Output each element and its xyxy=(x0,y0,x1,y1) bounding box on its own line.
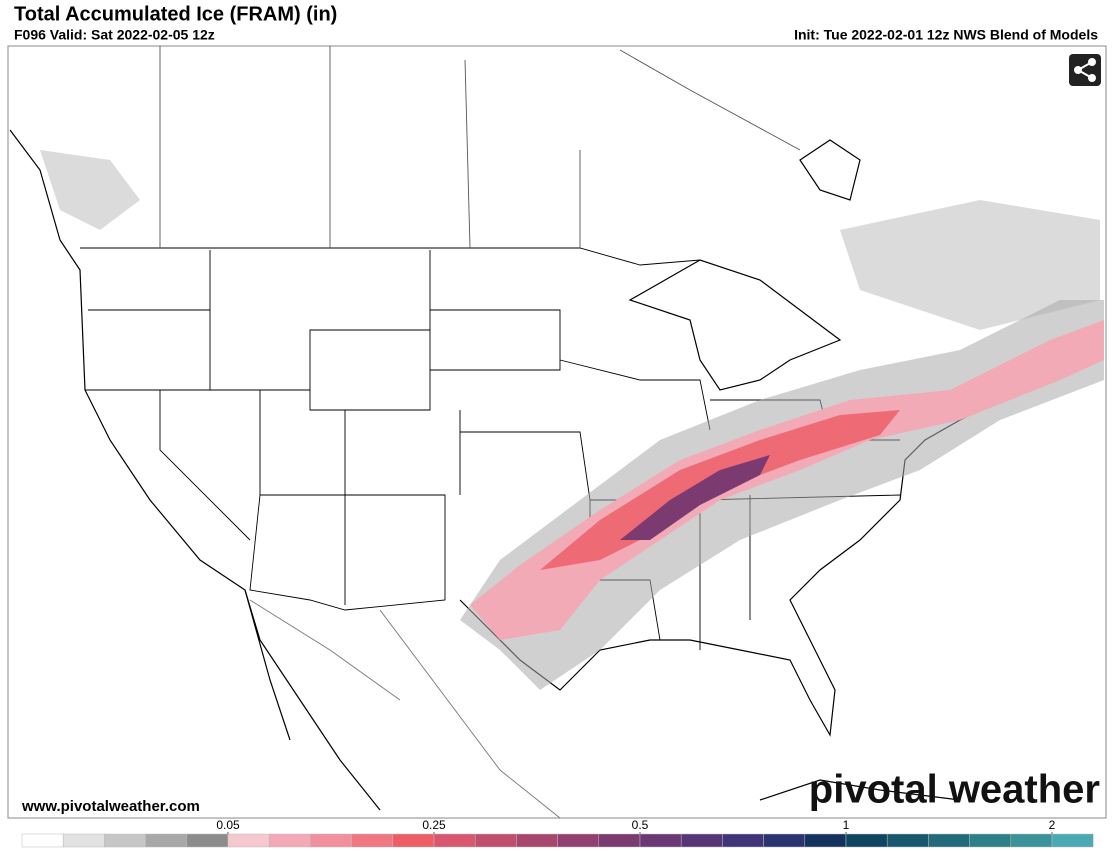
colorbar-swatch xyxy=(804,833,847,848)
share-button[interactable] xyxy=(1069,54,1101,86)
colorbar-swatch xyxy=(845,833,888,848)
colorbar-swatch xyxy=(516,833,558,848)
brand-watermark: pivotal weather xyxy=(809,768,1100,812)
valid-time: F096 Valid: Sat 2022-02-05 12z xyxy=(14,27,215,43)
colorbar-tick-label: 2 xyxy=(1049,818,1056,832)
colorbar-swatch xyxy=(186,833,229,848)
colorbar-swatch xyxy=(62,833,105,848)
map xyxy=(7,45,1107,819)
colorbar-swatch xyxy=(21,833,64,848)
colorbar-swatch xyxy=(145,833,188,848)
colorbar-swatch xyxy=(969,833,1012,848)
coastlines xyxy=(9,129,1001,811)
colorbar-swatch xyxy=(722,833,764,848)
colorbar-swatch xyxy=(1010,833,1053,848)
colorbar-swatch xyxy=(474,833,517,848)
colorbar-swatch xyxy=(227,833,270,848)
colorbar-swatch xyxy=(598,833,641,848)
colorbar-tick-label: 0.25 xyxy=(422,818,446,832)
colorbar-swatch xyxy=(1051,833,1094,848)
colorbar-swatch xyxy=(351,833,394,848)
colorbar-tick-label: 0.05 xyxy=(216,818,240,832)
colorbar-swatch xyxy=(392,833,435,848)
colorbar-swatch xyxy=(680,833,723,848)
colorbar: 0.05 0.25 0.5 1 2 xyxy=(21,818,1094,848)
colorbar-swatch xyxy=(268,833,311,848)
colorbar-swatch xyxy=(104,833,146,848)
colorbar-tick-label: 0.5 xyxy=(632,818,649,832)
colorbar-swatch xyxy=(310,833,352,848)
site-url: www.pivotalweather.com xyxy=(21,798,200,815)
title: Total Accumulated Ice (FRAM) (in) xyxy=(14,3,337,25)
colorbar-swatch xyxy=(557,833,600,848)
colorbar-swatch xyxy=(763,833,806,848)
ice-field xyxy=(40,150,1104,690)
colorbar-swatch xyxy=(886,833,929,848)
colorbar-tick-label: 1 xyxy=(843,818,850,832)
init-time: Init: Tue 2022-02-01 12z NWS Blend of Mo… xyxy=(794,27,1098,43)
share-icon-bg[interactable] xyxy=(1069,54,1101,86)
colorbar-swatch xyxy=(639,833,682,848)
share-icon[interactable] xyxy=(1074,58,1096,82)
colorbar-swatch xyxy=(928,833,970,848)
colorbar-swatch xyxy=(433,833,476,848)
